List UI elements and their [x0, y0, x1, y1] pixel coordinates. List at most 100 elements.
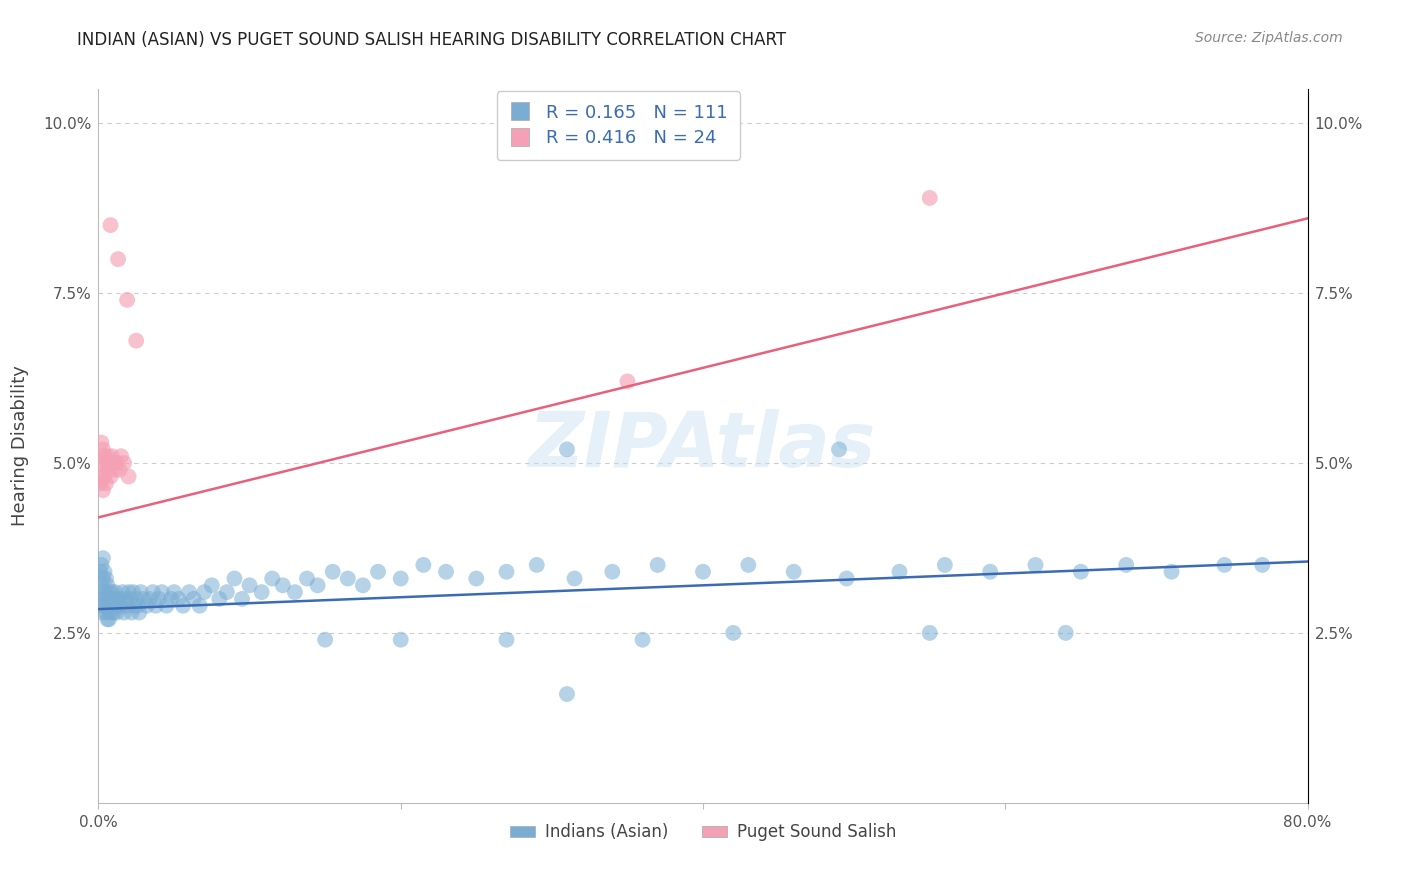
Point	[93, 599, 115, 613]
Point	[91, 572, 114, 586]
Point	[112, 606, 135, 620]
Point	[96, 578, 118, 592]
Point	[239, 578, 262, 592]
Point	[98, 456, 121, 470]
Point	[322, 565, 344, 579]
Point	[104, 585, 127, 599]
Point	[145, 599, 167, 613]
Point	[150, 585, 173, 599]
Y-axis label: Hearing Disability: Hearing Disability	[11, 366, 30, 526]
Point	[124, 599, 146, 613]
Point	[120, 591, 142, 606]
Point	[555, 687, 578, 701]
Point	[231, 591, 253, 606]
Point	[105, 591, 128, 606]
Point	[155, 599, 177, 613]
Point	[132, 591, 155, 606]
Point	[918, 626, 941, 640]
Point	[101, 585, 124, 599]
Point	[139, 591, 162, 606]
Point	[112, 456, 135, 470]
Point	[91, 442, 114, 457]
Point	[104, 463, 127, 477]
Point	[110, 599, 132, 613]
Point	[336, 572, 359, 586]
Point	[93, 449, 115, 463]
Point	[179, 585, 201, 599]
Point	[918, 191, 941, 205]
Point	[307, 578, 329, 592]
Point	[934, 558, 956, 572]
Point	[1160, 565, 1182, 579]
Point	[108, 463, 131, 477]
Point	[98, 585, 121, 599]
Point	[295, 572, 318, 586]
Point	[1213, 558, 1236, 572]
Point	[271, 578, 294, 592]
Point	[110, 449, 132, 463]
Point	[91, 483, 114, 498]
Point	[201, 578, 224, 592]
Point	[367, 565, 389, 579]
Point	[434, 565, 457, 579]
Point	[103, 456, 125, 470]
Point	[616, 375, 638, 389]
Text: ZIPAtlas: ZIPAtlas	[529, 409, 877, 483]
Point	[262, 572, 284, 586]
Point	[111, 585, 134, 599]
Point	[91, 591, 114, 606]
Point	[96, 599, 118, 613]
Point	[115, 293, 138, 307]
Point	[352, 578, 374, 592]
Point	[167, 591, 190, 606]
Point	[1115, 558, 1137, 572]
Point	[89, 585, 111, 599]
Point	[172, 599, 194, 613]
Point	[835, 572, 858, 586]
Point	[107, 599, 129, 613]
Point	[602, 565, 624, 579]
Point	[91, 551, 114, 566]
Point	[1251, 558, 1274, 572]
Point	[647, 558, 669, 572]
Point	[94, 606, 117, 620]
Point	[96, 612, 118, 626]
Point	[103, 591, 125, 606]
Point	[215, 585, 238, 599]
Point	[107, 252, 129, 266]
Point	[104, 599, 127, 613]
Point	[118, 585, 141, 599]
Legend: Indians (Asian), Puget Sound Salish: Indians (Asian), Puget Sound Salish	[503, 817, 903, 848]
Point	[98, 599, 121, 613]
Point	[121, 606, 143, 620]
Point	[90, 578, 112, 592]
Text: Source: ZipAtlas.com: Source: ZipAtlas.com	[1195, 31, 1343, 45]
Point	[631, 632, 654, 647]
Point	[98, 612, 121, 626]
Point	[555, 442, 578, 457]
Point	[100, 606, 122, 620]
Point	[114, 591, 136, 606]
Point	[163, 585, 186, 599]
Point	[115, 599, 138, 613]
Point	[118, 469, 141, 483]
Point	[389, 632, 412, 647]
Point	[1024, 558, 1046, 572]
Point	[723, 626, 745, 640]
Point	[105, 456, 128, 470]
Point	[122, 585, 145, 599]
Point	[100, 591, 122, 606]
Point	[148, 591, 170, 606]
Point	[125, 591, 148, 606]
Point	[828, 442, 851, 457]
Point	[889, 565, 911, 579]
Point	[100, 469, 122, 483]
Point	[100, 218, 122, 232]
Point	[90, 435, 112, 450]
Point	[128, 606, 150, 620]
Point	[90, 599, 112, 613]
Point	[105, 606, 128, 620]
Point	[89, 476, 111, 491]
Point	[103, 606, 125, 620]
Point	[135, 599, 157, 613]
